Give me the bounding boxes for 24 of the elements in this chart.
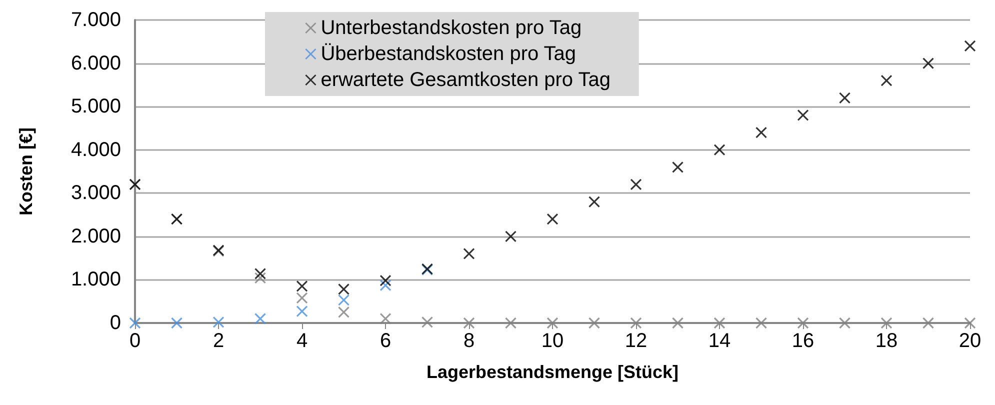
- x-axis-title: Lagerbestandsmenge [Stück]: [426, 362, 679, 382]
- x-tick-label: 16: [792, 330, 814, 352]
- y-axis-title: Kosten [€]: [16, 127, 36, 216]
- x-tick-label: 4: [296, 330, 308, 352]
- y-tick-label: 7.000: [70, 9, 121, 31]
- y-tick-label: 5.000: [70, 96, 121, 118]
- x-tick-label: 12: [624, 330, 648, 352]
- legend-label: Unterbestandskosten pro Tag: [320, 17, 582, 39]
- y-tick-label: 6.000: [70, 52, 121, 74]
- x-tick-label: 18: [875, 330, 898, 352]
- y-tick-label: 0: [110, 312, 121, 334]
- legend-label: Überbestandskosten pro Tag: [320, 43, 576, 65]
- x-tick-label: 8: [463, 330, 475, 352]
- x-tick-label: 6: [380, 330, 392, 352]
- x-tick-label: 2: [212, 330, 224, 352]
- y-tick-label: 2.000: [70, 225, 121, 248]
- y-tick-label: 1.000: [70, 268, 121, 291]
- x-tick-label: 14: [708, 330, 731, 352]
- x-tick-label: 0: [129, 330, 141, 352]
- x-tick-label: 20: [958, 330, 982, 352]
- x-tick-label: 10: [541, 330, 564, 352]
- legend-label: erwartete Gesamtkosten pro Tag: [320, 69, 610, 91]
- y-tick-label: 3.000: [70, 182, 121, 204]
- y-tick-label: 4.000: [70, 138, 121, 161]
